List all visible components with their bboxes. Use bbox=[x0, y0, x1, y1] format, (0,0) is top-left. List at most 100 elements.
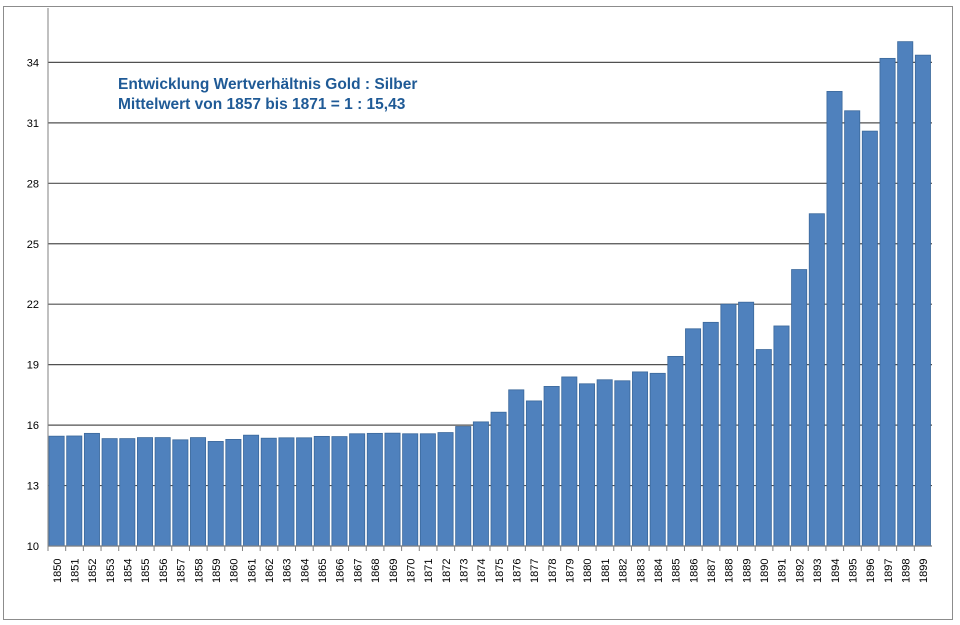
bar-1878 bbox=[543, 386, 560, 547]
y-tick-label: 13 bbox=[27, 481, 39, 493]
y-tick-label: 34 bbox=[27, 57, 39, 69]
y-tick-label: 25 bbox=[27, 239, 39, 251]
bar-1873 bbox=[455, 426, 472, 547]
x-tick-label: 1858 bbox=[193, 559, 205, 583]
x-tick-label: 1888 bbox=[724, 559, 736, 583]
bar-1862 bbox=[260, 437, 277, 547]
x-tick-label: 1890 bbox=[759, 559, 771, 583]
x-tick-label: 1893 bbox=[812, 559, 824, 583]
x-tick-label: 1857 bbox=[176, 559, 188, 583]
x-tick-label: 1872 bbox=[441, 559, 453, 583]
x-tick-label: 1889 bbox=[741, 559, 753, 583]
bar-1891 bbox=[773, 325, 790, 547]
bar-1884 bbox=[649, 372, 666, 547]
x-tick-label: 1882 bbox=[618, 559, 630, 583]
x-tick-label: 1883 bbox=[635, 559, 647, 583]
bar-1866 bbox=[331, 436, 348, 547]
x-tick-label: 1897 bbox=[883, 559, 895, 583]
bar-1879 bbox=[561, 376, 578, 547]
bar-1898 bbox=[897, 41, 914, 547]
bar-1868 bbox=[366, 432, 383, 547]
bar-1874 bbox=[472, 421, 489, 547]
bar-1850 bbox=[48, 435, 65, 547]
x-tick-label: 1870 bbox=[405, 559, 417, 583]
bar-1853 bbox=[101, 438, 118, 547]
x-tick-label: 1855 bbox=[140, 559, 152, 583]
y-tick-label: 28 bbox=[27, 178, 39, 190]
x-tick-label: 1884 bbox=[653, 559, 665, 583]
y-tick-label: 31 bbox=[27, 118, 39, 130]
x-tick-label: 1875 bbox=[494, 559, 506, 583]
bar-1851 bbox=[66, 435, 83, 547]
bar-1897 bbox=[879, 57, 896, 547]
bar-1852 bbox=[83, 432, 100, 547]
bar-1871 bbox=[419, 433, 436, 547]
bar-1877 bbox=[525, 400, 542, 547]
x-tick-label: 1892 bbox=[794, 559, 806, 583]
x-tick-label: 1851 bbox=[70, 559, 82, 583]
bar-1893 bbox=[808, 213, 825, 547]
x-tick-label: 1894 bbox=[830, 559, 842, 583]
x-tick-label: 1866 bbox=[335, 559, 347, 583]
bar-1896 bbox=[861, 130, 878, 547]
x-tick-label: 1864 bbox=[299, 559, 311, 583]
bar-1855 bbox=[136, 437, 153, 547]
x-tick-label: 1877 bbox=[529, 559, 541, 583]
x-tick-label: 1868 bbox=[370, 559, 382, 583]
x-tick-label: 1856 bbox=[158, 559, 170, 583]
bar-1858 bbox=[190, 437, 207, 547]
bar-1870 bbox=[402, 433, 419, 547]
bar-1895 bbox=[844, 110, 861, 547]
bar-1876 bbox=[508, 389, 525, 547]
bar-1881 bbox=[596, 379, 613, 547]
x-tick-label: 1871 bbox=[423, 559, 435, 583]
x-tick-label: 1881 bbox=[600, 559, 612, 583]
x-tick-label: 1891 bbox=[777, 559, 789, 583]
bar-1867 bbox=[349, 433, 366, 547]
x-tick-label: 1853 bbox=[105, 559, 117, 583]
bar-1854 bbox=[119, 438, 136, 547]
bar-1856 bbox=[154, 437, 171, 547]
bar-1887 bbox=[702, 321, 719, 547]
x-tick-label: 1874 bbox=[476, 559, 488, 583]
bar-1890 bbox=[755, 349, 772, 547]
bar-1864 bbox=[296, 437, 313, 547]
x-tick-label: 1879 bbox=[565, 559, 577, 583]
bar-1859 bbox=[207, 441, 224, 547]
chart-title-line-1: Entwicklung Wertverhältnis Gold : Silber bbox=[118, 76, 418, 93]
bar-1892 bbox=[791, 269, 808, 547]
bar-1899 bbox=[914, 54, 931, 547]
y-tick-label: 10 bbox=[27, 541, 39, 553]
y-tick-label: 22 bbox=[27, 299, 39, 311]
bar-1861 bbox=[243, 434, 260, 547]
bar-1882 bbox=[614, 380, 631, 547]
x-tick-label: 1878 bbox=[547, 559, 559, 583]
bar-1863 bbox=[278, 437, 295, 547]
x-tick-label: 1859 bbox=[211, 559, 223, 583]
x-tick-label: 1852 bbox=[87, 559, 99, 583]
x-tick-label: 1869 bbox=[388, 559, 400, 583]
x-tick-label: 1850 bbox=[52, 559, 64, 583]
bar-1888 bbox=[720, 303, 737, 547]
x-tick-label: 1863 bbox=[282, 559, 294, 583]
x-tick-label: 1876 bbox=[512, 559, 524, 583]
x-tick-label: 1898 bbox=[900, 559, 912, 583]
bar-1886 bbox=[685, 328, 702, 547]
bar-1872 bbox=[437, 432, 454, 547]
x-tick-label: 1873 bbox=[458, 559, 470, 583]
x-tick-label: 1880 bbox=[582, 559, 594, 583]
chart-frame bbox=[3, 6, 953, 620]
bar-1885 bbox=[667, 355, 684, 547]
bar-1860 bbox=[225, 439, 242, 547]
bar-1875 bbox=[490, 411, 507, 547]
x-tick-label: 1860 bbox=[229, 559, 241, 583]
x-tick-label: 1861 bbox=[246, 559, 258, 583]
bar-1880 bbox=[579, 383, 595, 547]
y-tick-label: 16 bbox=[27, 420, 39, 432]
x-tick-label: 1862 bbox=[264, 559, 276, 583]
x-tick-label: 1865 bbox=[317, 559, 329, 583]
x-tick-label: 1885 bbox=[671, 559, 683, 583]
x-tick-label: 1899 bbox=[918, 559, 930, 583]
x-tick-label: 1895 bbox=[847, 559, 859, 583]
